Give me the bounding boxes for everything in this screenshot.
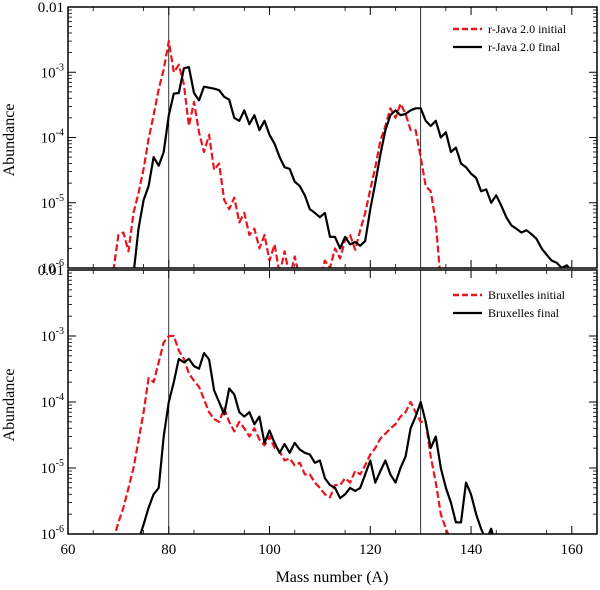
- legend-label-series-0-0: r-Java 2.0 initial: [488, 22, 567, 36]
- y-tick-label: 0.01: [38, 263, 64, 279]
- axes-frame-bottom: [67, 269, 598, 535]
- series-line-0-0: [112, 40, 441, 268]
- x-tick-label: 80: [161, 542, 176, 558]
- series-line-0-1: [133, 66, 571, 268]
- panel-top: Abundance 10-6 10-5 10-4 10-3 0.01 r-Java 2.…: [1, 0, 598, 277]
- panel-bottom: Abundance 10-6 10-5 10-4 10-3 0.01 60 80 100 12…: [1, 263, 598, 586]
- x-axis-title: Mass number (A): [276, 569, 389, 586]
- x-tick-label: 140: [460, 542, 483, 558]
- y-axis-title-top: Abundance: [1, 104, 18, 177]
- y-tick-labels-bottom: 10-6 10-5 10-4 10-3 0.01: [38, 263, 64, 543]
- reference-lines-bottom: [168, 270, 422, 534]
- legend-label-series-0-1: r-Java 2.0 final: [488, 40, 561, 54]
- y-tick-label: 10-3: [41, 326, 64, 345]
- x-tick-label: 100: [258, 542, 281, 558]
- axes-frame-top: [67, 6, 598, 269]
- y-tick-label: 0.01: [38, 0, 64, 16]
- y-tick-label: 10-3: [41, 62, 64, 81]
- series-layer-bottom: [113, 334, 494, 534]
- x-tick-label: 160: [561, 542, 584, 558]
- y-tick-labels-top: 10-6 10-5 10-4 10-3 0.01: [38, 0, 64, 277]
- series-line-1-1: [139, 352, 494, 534]
- y-tick-label: 10-5: [41, 458, 64, 477]
- legend-label-series-1-1: Bruxelles final: [488, 306, 560, 320]
- legend-bottom: Bruxelles initial Bruxelles final: [453, 288, 566, 320]
- x-tick-labels: 60 80 100 120 140 160: [61, 542, 584, 558]
- series-layer-top: [112, 40, 571, 268]
- x-tick-label: 120: [359, 542, 382, 558]
- reference-lines-top: [168, 7, 422, 268]
- y-tick-label: 10-6: [41, 524, 64, 543]
- y-tick-label: 10-5: [41, 193, 64, 212]
- series-line-1-0: [113, 334, 450, 534]
- legend-top: r-Java 2.0 initial r-Java 2.0 final: [453, 22, 567, 54]
- y-tick-label: 10-4: [41, 392, 64, 411]
- legend-label-series-1-0: Bruxelles initial: [488, 288, 566, 302]
- y-axis-title-bottom: Abundance: [1, 369, 18, 442]
- x-tick-label: 60: [61, 542, 76, 558]
- y-tick-label: 10-6: [41, 258, 64, 277]
- y-tick-label: 10-4: [41, 128, 64, 147]
